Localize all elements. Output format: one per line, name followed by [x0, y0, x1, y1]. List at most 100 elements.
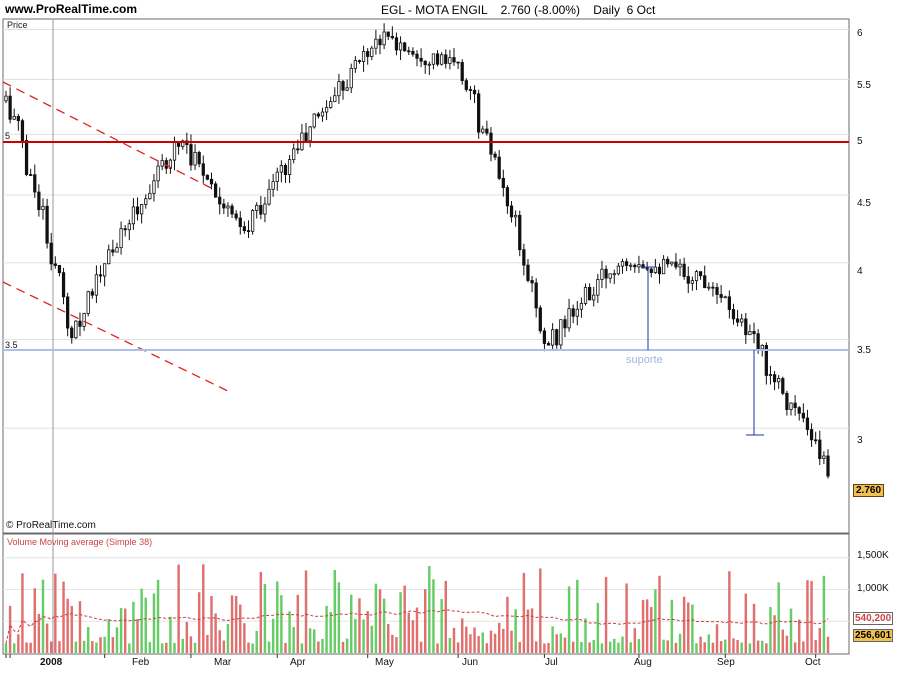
trend-line-lower: [2, 281, 233, 394]
volume-bar: [773, 615, 776, 653]
volume-bar: [814, 639, 817, 653]
candle: [505, 185, 510, 214]
volume-bar: [497, 622, 501, 653]
candle: [382, 23, 386, 50]
volume-bar: [699, 636, 702, 653]
candle: [230, 203, 234, 218]
volume-bar: [276, 581, 279, 653]
candle: [341, 79, 345, 100]
candle: [213, 181, 218, 198]
candle: [789, 402, 793, 416]
volume-bar: [136, 619, 139, 653]
candle: [670, 261, 674, 267]
volume-bar: [415, 607, 419, 653]
candle: [37, 184, 41, 217]
candle: [61, 267, 66, 305]
volume-bar: [473, 627, 476, 653]
last-price-badge: 2.760: [853, 484, 885, 497]
candle: [703, 265, 707, 289]
volume-bar: [674, 642, 678, 653]
volume-bar: [140, 588, 143, 653]
candle: [530, 276, 534, 293]
candle: [489, 127, 493, 162]
x-tick-jul: Jul: [545, 657, 558, 668]
candle: [49, 232, 53, 271]
volume-bar: [296, 594, 300, 653]
site-name[interactable]: www.ProRealTime.com: [5, 2, 138, 16]
candle: [86, 290, 90, 317]
x-tick-may: May: [375, 657, 394, 668]
volume-bar: [518, 642, 521, 653]
candle: [814, 431, 818, 445]
candle: [501, 169, 505, 197]
volume-bar: [440, 599, 443, 653]
candle: [514, 210, 518, 227]
volume-bar: [592, 640, 595, 653]
price-tick-5-5: 5.5: [857, 80, 871, 91]
volume-bar: [662, 639, 665, 653]
volume-bar: [210, 595, 213, 653]
volume-bar: [239, 604, 242, 653]
candle: [193, 144, 197, 170]
volume-bar: [802, 641, 805, 653]
candle: [727, 290, 731, 319]
volume-bar: [621, 636, 624, 653]
candle: [649, 267, 653, 278]
x-tick-apr: Apr: [290, 657, 306, 668]
volume-bar: [288, 611, 291, 653]
candle: [542, 327, 547, 352]
volume-bar: [465, 626, 468, 653]
volume-bar: [391, 634, 394, 653]
volume-bar: [547, 643, 550, 653]
volume-bar: [86, 627, 90, 653]
candle: [723, 295, 727, 299]
candle: [205, 174, 210, 181]
volume-bar: [510, 630, 513, 653]
candle: [255, 202, 259, 219]
candle: [608, 273, 612, 284]
volume-bar: [719, 641, 723, 653]
volume-bar: [559, 633, 563, 653]
candle: [629, 262, 633, 271]
candle: [127, 219, 131, 241]
volume-bar: [543, 643, 546, 653]
volume-bar: [304, 570, 308, 653]
volume-bar: [761, 640, 764, 653]
volume-bar: [206, 634, 209, 653]
volume-bar: [703, 642, 706, 653]
candle: [316, 111, 320, 119]
candle: [546, 341, 551, 346]
x-tick-feb: Feb: [132, 657, 150, 668]
chart-header: www.ProRealTime.com EGL - MOTA ENGIL 2.7…: [0, 0, 900, 20]
candle: [324, 100, 329, 121]
volume-bar: [29, 642, 32, 653]
candle: [349, 63, 353, 94]
volume-bar: [82, 640, 86, 653]
volume-bar: [695, 643, 698, 653]
candle: [259, 195, 263, 220]
volume-bar: [534, 641, 538, 653]
volume-bar: [502, 628, 505, 653]
volume-bar: [263, 583, 267, 653]
candle: [29, 168, 33, 177]
candle: [481, 125, 485, 134]
candle: [559, 319, 563, 350]
candle: [111, 239, 115, 257]
candle: [468, 85, 473, 100]
candle: [797, 406, 801, 421]
volume-bar: [107, 619, 110, 653]
volume-bar: [670, 599, 674, 653]
candle: [378, 34, 382, 55]
volume-bar: [202, 564, 205, 653]
volume-bar: [522, 572, 526, 653]
volume-bar: [62, 581, 65, 653]
volume-bar: [707, 634, 711, 653]
volume-bar: [810, 580, 813, 653]
candle: [686, 266, 690, 294]
candle: [160, 154, 164, 171]
price-tick-3-5: 3.5: [857, 345, 871, 356]
volume-bar: [691, 604, 694, 653]
volume-bar: [169, 616, 172, 653]
volume-bar: [600, 643, 604, 653]
